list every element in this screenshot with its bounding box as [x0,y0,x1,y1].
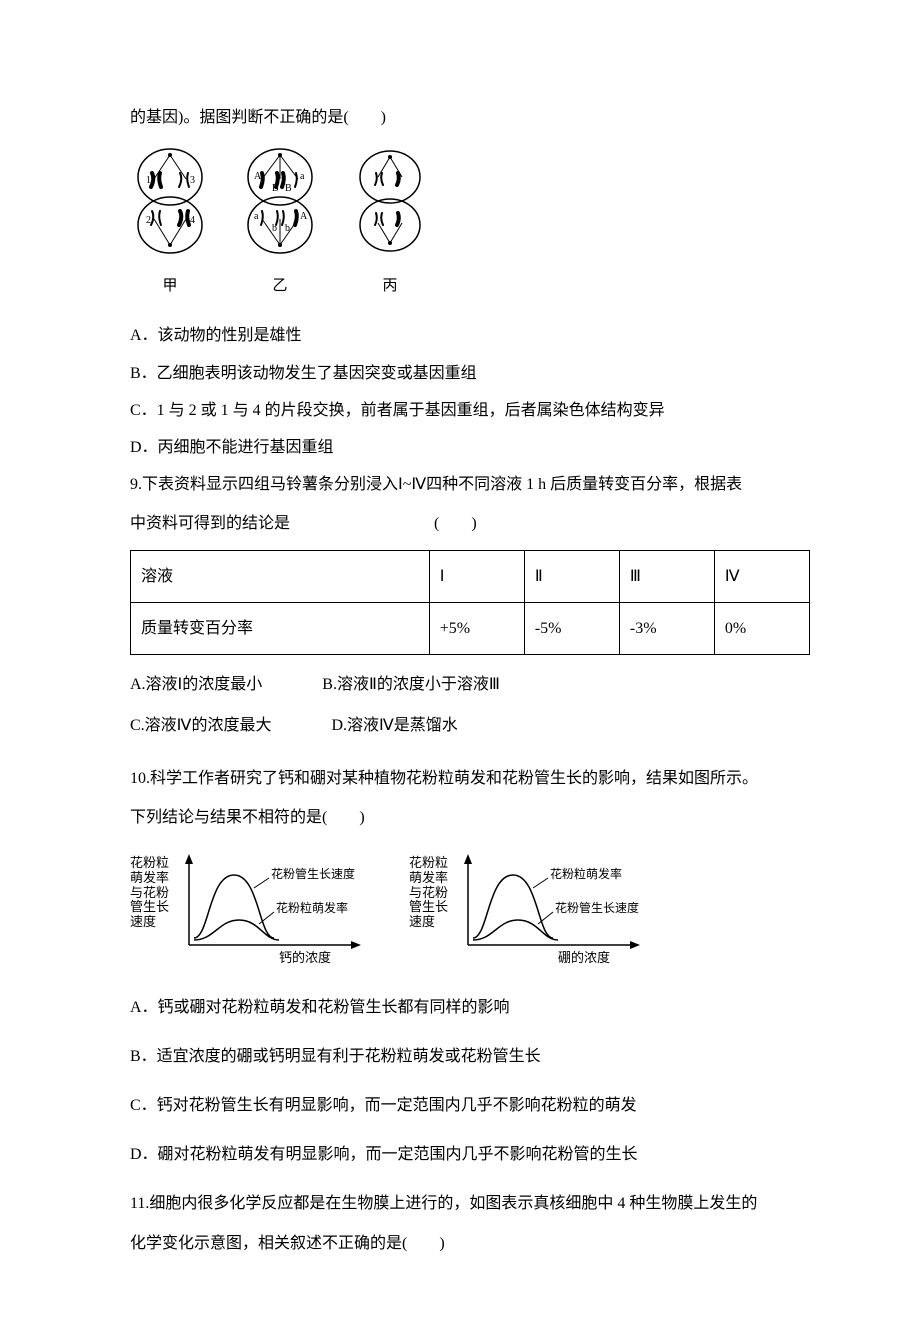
cell-yi-svg: A B B a a b b A [240,145,320,255]
q10-left-chart: 花粉粒 萌发率 与花粉 管生长 速度 花粉管生长速度 花粉粒萌发率 钙的浓度 [130,850,369,970]
svg-text:B: B [272,183,279,194]
svg-text:2: 2 [146,215,151,226]
svg-text:a: a [254,211,259,222]
q10-left-upper-annot: 花粉管生长速度 [271,866,355,881]
q11-stem1: 11.细胞内很多化学反应都是在生物膜上进行的，如图表示真核细胞中 4 种生物膜上… [130,1186,810,1221]
q8-opt-b: B．乙细胞表明该动物发生了基因突变或基因重组 [130,356,810,391]
q8-opt-a: A．该动物的性别是雄性 [130,318,810,353]
cell-yi-label: 乙 [240,270,320,303]
cell-jia-wrap: 1 3 2 4 甲 [130,145,210,303]
q9-rlabel: 质量转变百分率 [131,602,430,654]
cell-jia-label: 甲 [130,270,210,303]
q8-figures: 1 3 2 4 甲 A B [130,145,810,303]
q9-v3: 0% [714,602,809,654]
q10-opt-d: D．硼对花粉粒萌发有明显影响，而一定范围内几乎不影响花粉管的生长 [130,1137,810,1172]
q10-right-ylabel: 花粉粒 萌发率 与花粉 管生长 速度 [409,850,448,970]
svg-text:4: 4 [190,215,195,226]
svg-text:B: B [285,183,292,194]
q9-h4: Ⅳ [714,550,809,602]
q10-stem2: 下列结论与结果不相符的是( ) [130,800,810,835]
q9-opt-d: D.溶液Ⅳ是蒸馏水 [331,708,457,743]
svg-text:1: 1 [146,175,151,186]
svg-text:b: b [285,223,290,234]
q10-right-chart: 花粉粒 萌发率 与花粉 管生长 速度 花粉粒萌发率 花粉管生长速度 硼的浓度 [409,850,648,970]
q10-right-svg: 花粉粒萌发率 花粉管生长速度 硼的浓度 [448,850,648,970]
q9-opt-b: B.溶液Ⅱ的浓度小于溶液Ⅲ [322,667,500,702]
cell-yi-wrap: A B B a a b b A 乙 [240,145,320,303]
q10-left-ylabel: 花粉粒 萌发率 与花粉 管生长 速度 [130,850,169,970]
q10-right-upper-annot: 花粉粒萌发率 [550,866,622,881]
q10-left-lower-annot: 花粉粒萌发率 [276,900,348,915]
q9-h2: Ⅱ [524,550,619,602]
q8-lead: 的基因)。据图判断不正确的是( ) [130,100,810,135]
svg-text:3: 3 [190,175,195,186]
q9-v0: +5% [429,602,524,654]
svg-text:A: A [300,211,308,222]
q10-right-xlabel: 硼的浓度 [558,950,610,965]
cell-bing-label: 丙 [350,270,430,303]
q9-table: 溶液 Ⅰ Ⅱ Ⅲ Ⅳ 质量转变百分率 +5% -5% -3% 0% [130,550,810,655]
q9-stem1: 9.下表资料显示四组马铃薯条分别浸入Ⅰ~Ⅳ四种不同溶液 1 h 后质量转变百分率… [130,467,810,502]
q9-header-row: 溶液 Ⅰ Ⅱ Ⅲ Ⅳ [131,550,810,602]
q9-opt-a: A.溶液Ⅰ的浓度最小 [130,667,262,702]
q10-opt-c: C．钙对花粉管生长有明显影响，而一定范围内几乎不影响花粉粒的萌发 [130,1088,810,1123]
q9-stem2: 中资料可得到的结论是 ( ) [130,506,810,541]
q10-charts: 花粉粒 萌发率 与花粉 管生长 速度 花粉管生长速度 花粉粒萌发率 钙的浓度 [130,850,810,970]
q9-v2: -3% [619,602,714,654]
q8-opt-d: D．丙细胞不能进行基因重组 [130,430,810,465]
q10-opt-a: A．钙或硼对花粉粒萌发和花粉管生长都有同样的影响 [130,990,810,1025]
cell-jia-svg: 1 3 2 4 [130,145,210,255]
q10-left-svg: 花粉管生长速度 花粉粒萌发率 钙的浓度 [169,850,369,970]
q11-stem2: 化学变化示意图，相关叙述不正确的是( ) [130,1226,810,1261]
svg-text:a: a [300,171,305,182]
q9-data-row: 质量转变百分率 +5% -5% -3% 0% [131,602,810,654]
q10-right-lower-annot: 花粉管生长速度 [555,900,639,915]
cell-bing-wrap: 丙 [350,145,430,303]
svg-text:b: b [272,223,277,234]
q9-h1: Ⅰ [429,550,524,602]
q10-left-xlabel: 钙的浓度 [279,950,331,965]
q9-h3: Ⅲ [619,550,714,602]
q10-stem1: 10.科学工作者研究了钙和硼对某种植物花粉粒萌发和花粉管生长的影响，结果如图所示… [130,761,810,796]
q8-opt-c: C．1 与 2 或 1 与 4 的片段交换，前者属于基因重组，后者属染色体结构变… [130,393,810,428]
q9-v1: -5% [524,602,619,654]
q9-opt-c: C.溶液Ⅳ的浓度最大 [130,708,271,743]
q9-h0: 溶液 [131,550,430,602]
svg-text:A: A [254,171,262,182]
cell-bing-svg [350,145,430,255]
q10-opt-b: B．适宜浓度的硼或钙明显有利于花粉粒萌发或花粉管生长 [130,1039,810,1074]
